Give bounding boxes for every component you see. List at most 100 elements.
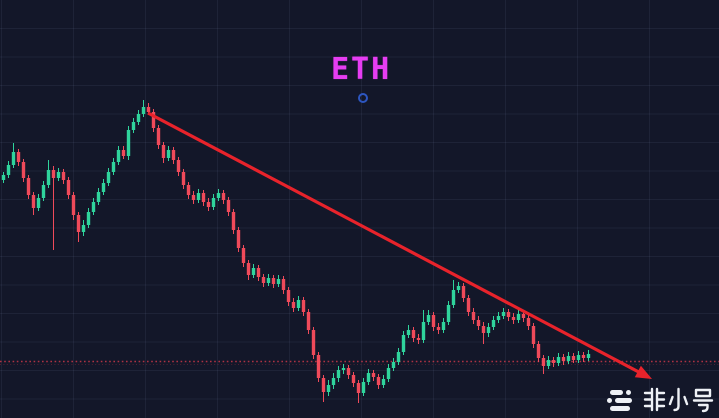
candle xyxy=(501,312,506,316)
candle xyxy=(421,322,426,340)
candle xyxy=(391,362,396,368)
candle xyxy=(476,320,481,326)
candle xyxy=(306,312,311,330)
candle xyxy=(196,193,201,200)
candle xyxy=(351,375,356,383)
candle xyxy=(256,268,261,277)
candle xyxy=(436,327,441,330)
candle xyxy=(506,312,511,317)
candle xyxy=(236,230,241,248)
candle xyxy=(181,172,186,185)
candle xyxy=(511,317,516,320)
candle xyxy=(246,263,251,275)
candle xyxy=(416,338,421,340)
candle xyxy=(66,180,71,195)
candle xyxy=(586,354,591,358)
candle xyxy=(216,193,221,198)
candle xyxy=(96,192,101,202)
candle xyxy=(556,357,561,363)
candle xyxy=(231,212,236,230)
candle xyxy=(26,178,31,195)
candle xyxy=(321,378,326,392)
candle xyxy=(431,315,436,327)
candle xyxy=(146,107,151,112)
candle xyxy=(341,368,346,370)
candle xyxy=(461,286,466,298)
candle xyxy=(266,278,271,283)
candle xyxy=(526,318,531,326)
watermark: 非小号 xyxy=(607,387,715,413)
candle xyxy=(51,170,56,178)
candle xyxy=(251,268,256,275)
candle xyxy=(481,326,486,333)
candle xyxy=(486,327,491,333)
candle xyxy=(406,330,411,335)
candle xyxy=(311,330,316,355)
candle xyxy=(571,356,576,360)
candle xyxy=(1,175,6,180)
candle xyxy=(171,150,176,160)
candle xyxy=(336,370,341,378)
candle xyxy=(226,200,231,212)
candle xyxy=(186,185,191,195)
candle xyxy=(291,302,296,308)
candle xyxy=(326,385,331,392)
candle xyxy=(206,202,211,207)
candle xyxy=(161,145,166,158)
candle xyxy=(521,314,526,318)
candle xyxy=(281,279,286,290)
candle xyxy=(576,355,581,360)
candle xyxy=(201,193,206,202)
candle xyxy=(381,379,386,385)
candle xyxy=(411,330,416,338)
candle xyxy=(86,212,91,225)
candle xyxy=(36,198,41,208)
candle xyxy=(176,160,181,172)
feixiaohao-logo-icon xyxy=(607,389,637,411)
candle xyxy=(441,322,446,330)
candle xyxy=(551,360,556,363)
trend-arrow-line[interactable] xyxy=(147,111,641,374)
blue-ring-marker[interactable] xyxy=(358,93,368,103)
candle xyxy=(471,312,476,320)
candle xyxy=(76,215,81,232)
candle xyxy=(316,355,321,378)
candle xyxy=(546,360,551,366)
candle xyxy=(346,368,351,375)
candle xyxy=(136,114,141,122)
candle xyxy=(151,112,156,128)
candle xyxy=(221,193,226,200)
candle xyxy=(101,183,106,192)
candle xyxy=(356,383,361,393)
candle xyxy=(366,373,371,382)
candle xyxy=(241,248,246,263)
candle xyxy=(116,150,121,162)
trend-arrow-head[interactable] xyxy=(634,365,652,379)
candle xyxy=(286,290,291,302)
candle xyxy=(126,130,131,156)
candle xyxy=(581,355,586,358)
candle xyxy=(156,128,161,145)
candle xyxy=(141,107,146,114)
candle xyxy=(516,314,521,320)
candle xyxy=(496,316,501,320)
candle xyxy=(401,335,406,352)
candle xyxy=(211,198,216,207)
candle xyxy=(426,315,431,322)
candle xyxy=(301,300,306,312)
candle xyxy=(296,300,301,308)
candle xyxy=(81,225,86,232)
candle xyxy=(91,202,96,212)
candle xyxy=(56,172,61,178)
candle xyxy=(11,152,16,165)
candle xyxy=(106,172,111,183)
candle xyxy=(371,373,376,377)
candle xyxy=(376,377,381,385)
candle xyxy=(166,150,171,158)
candle xyxy=(121,150,126,156)
candle xyxy=(396,352,401,362)
candle xyxy=(261,277,266,283)
candle xyxy=(111,162,116,172)
